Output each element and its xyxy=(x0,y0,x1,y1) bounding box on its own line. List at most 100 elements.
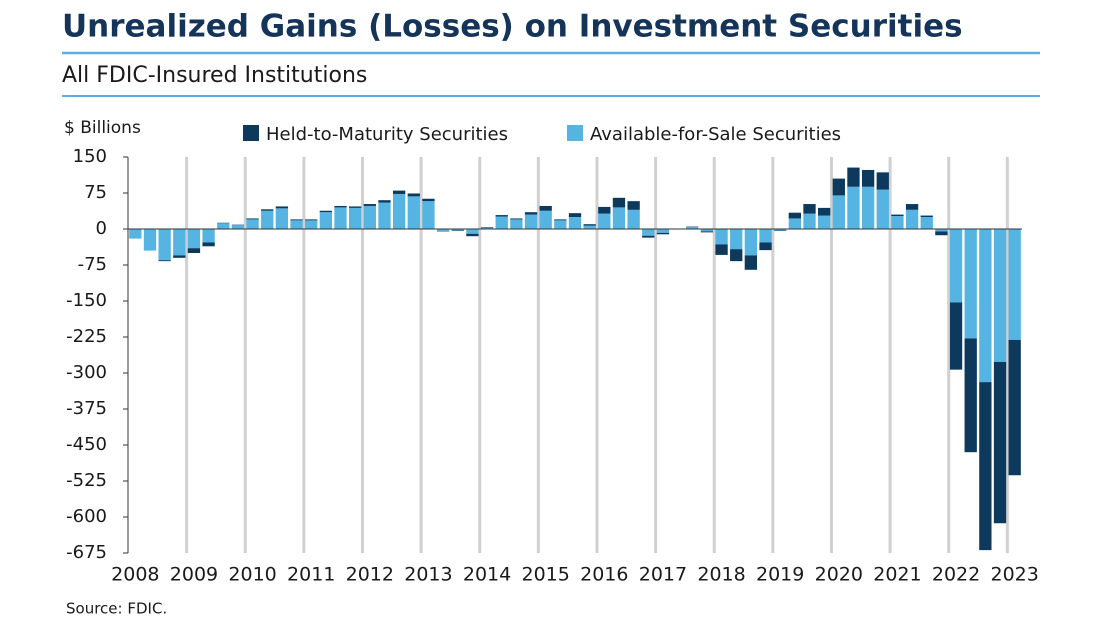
x-tick-label: 2011 xyxy=(287,564,335,586)
y-tick-label: -300 xyxy=(66,362,107,383)
bar xyxy=(700,229,714,232)
bar xyxy=(290,219,303,221)
bar xyxy=(290,220,303,229)
bar xyxy=(246,218,259,220)
bar xyxy=(583,225,596,229)
bar xyxy=(1008,339,1021,476)
legend-label: Held-to-Maturity Securities xyxy=(266,124,508,145)
bar xyxy=(143,229,157,251)
x-tick-label: 2012 xyxy=(346,564,394,586)
bar xyxy=(495,215,508,217)
bar xyxy=(422,198,435,202)
bar xyxy=(392,193,406,229)
x-tick-label: 2008 xyxy=(111,564,159,586)
bar xyxy=(876,172,889,190)
bar xyxy=(642,229,655,236)
source-note: Source: FDIC. xyxy=(66,600,167,618)
bar xyxy=(158,229,171,261)
bar xyxy=(730,229,743,250)
bar xyxy=(744,255,758,270)
bar xyxy=(495,216,508,229)
bar xyxy=(261,210,274,229)
bar xyxy=(510,219,523,229)
bar xyxy=(700,231,714,233)
bar xyxy=(979,382,992,551)
bar xyxy=(627,201,640,210)
bar xyxy=(187,229,201,249)
bar xyxy=(949,229,963,303)
bar xyxy=(949,302,963,370)
bar xyxy=(935,231,948,236)
bar xyxy=(554,220,567,229)
bar xyxy=(598,206,611,214)
bar xyxy=(539,210,552,229)
bar xyxy=(891,216,904,229)
bar xyxy=(129,229,142,239)
bar xyxy=(891,214,904,217)
bar xyxy=(964,338,977,453)
x-tick-label: 2023 xyxy=(990,564,1038,586)
bar xyxy=(480,227,494,229)
bar xyxy=(407,193,420,197)
bar xyxy=(993,229,1007,362)
bar xyxy=(217,223,230,229)
bar xyxy=(378,200,391,203)
bar xyxy=(422,201,435,229)
bar xyxy=(466,229,479,234)
chart-title: Unrealized Gains (Losses) on Investment … xyxy=(62,9,963,45)
bar xyxy=(803,213,816,229)
bar xyxy=(656,229,670,233)
bar xyxy=(817,207,831,216)
y-tick-label: 0 xyxy=(96,218,107,239)
x-tick-label: 2019 xyxy=(756,564,804,586)
bar xyxy=(847,167,860,187)
bar xyxy=(568,213,582,217)
bar xyxy=(568,217,582,229)
bar xyxy=(979,229,992,383)
bar xyxy=(832,195,845,229)
bar xyxy=(334,205,347,208)
chart-subtitle: All FDIC-Insured Institutions xyxy=(62,63,367,88)
bar xyxy=(935,229,948,232)
x-tick-label: 2016 xyxy=(580,564,628,586)
bar xyxy=(275,206,289,209)
bar xyxy=(466,233,479,237)
bar xyxy=(524,212,538,215)
bar xyxy=(187,248,201,253)
bar xyxy=(436,229,450,231)
y-tick-label: -375 xyxy=(66,398,107,419)
bar xyxy=(392,190,406,194)
bar xyxy=(686,227,699,229)
bar xyxy=(451,229,464,231)
bar xyxy=(246,219,259,229)
x-tick-label: 2021 xyxy=(873,564,921,586)
bar xyxy=(788,212,801,219)
y-tick-label: -150 xyxy=(66,290,107,311)
x-tick-label: 2014 xyxy=(463,564,511,586)
x-tick-label: 2010 xyxy=(228,564,276,586)
bar xyxy=(305,219,318,221)
bar xyxy=(261,209,274,211)
bar xyxy=(861,169,875,187)
bar xyxy=(583,224,596,226)
bar xyxy=(876,189,889,229)
legend-label: Available-for-Sale Securities xyxy=(590,124,841,145)
bar xyxy=(349,206,362,208)
bar xyxy=(715,244,728,255)
x-tick-label: 2009 xyxy=(170,564,218,586)
bar xyxy=(363,205,376,229)
bar xyxy=(788,218,801,229)
bar xyxy=(231,225,245,229)
bar xyxy=(847,186,860,229)
y-tick-label: -600 xyxy=(66,506,107,527)
y-tick-label: -525 xyxy=(66,470,107,491)
bar xyxy=(774,229,787,231)
bar xyxy=(920,217,933,229)
bar xyxy=(905,209,919,229)
bar xyxy=(642,235,655,238)
bar xyxy=(832,178,845,196)
bar xyxy=(275,208,289,229)
bar xyxy=(202,242,215,247)
bar xyxy=(539,205,552,211)
bar xyxy=(817,215,831,229)
